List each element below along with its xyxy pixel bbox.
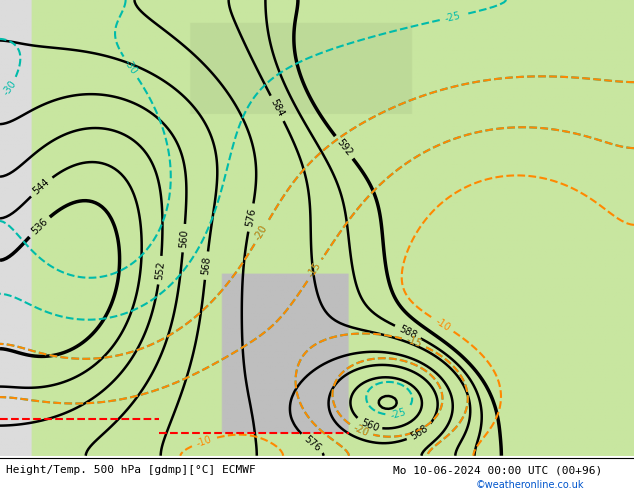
Text: Height/Temp. 500 hPa [gdmp][°C] ECMWF: Height/Temp. 500 hPa [gdmp][°C] ECMWF (6, 466, 256, 475)
Text: 568: 568 (409, 423, 430, 442)
Text: -10: -10 (434, 316, 452, 333)
Text: 588: 588 (398, 323, 418, 341)
Text: -15: -15 (405, 335, 424, 350)
Text: 552: 552 (154, 260, 166, 280)
Text: -15: -15 (306, 261, 323, 280)
Text: -20: -20 (253, 223, 269, 242)
Text: Mo 10-06-2024 00:00 UTC (00+96): Mo 10-06-2024 00:00 UTC (00+96) (393, 466, 602, 475)
Text: -15: -15 (405, 335, 424, 350)
Text: -20: -20 (253, 223, 269, 242)
Text: -10: -10 (195, 434, 213, 449)
Text: -20: -20 (352, 423, 370, 439)
Text: 584: 584 (269, 98, 286, 119)
Text: -20: -20 (352, 423, 370, 439)
Text: 568: 568 (200, 256, 212, 275)
Text: -30: -30 (1, 79, 18, 98)
Text: 536: 536 (29, 217, 49, 237)
Text: ©weatheronline.co.uk: ©weatheronline.co.uk (476, 480, 584, 490)
Text: 592: 592 (334, 137, 354, 158)
Text: -25: -25 (389, 406, 407, 420)
Text: 576: 576 (244, 207, 257, 228)
Text: -25: -25 (444, 10, 462, 24)
Text: 560: 560 (178, 228, 190, 248)
Text: 560: 560 (359, 417, 380, 433)
Text: -15: -15 (306, 261, 323, 280)
Text: 544: 544 (31, 177, 51, 196)
Text: 576: 576 (302, 434, 323, 453)
Text: -30: -30 (122, 58, 139, 76)
